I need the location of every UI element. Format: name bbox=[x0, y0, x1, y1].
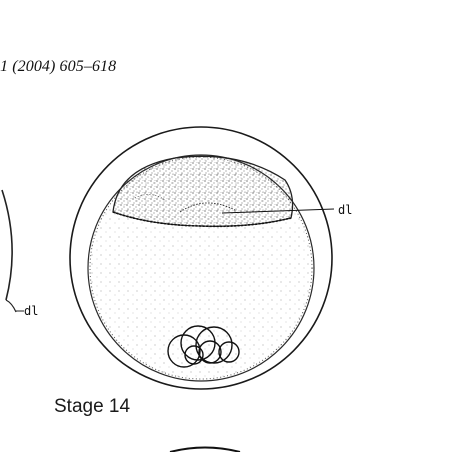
blastoderm-cap bbox=[112, 155, 294, 228]
dl-label-left: dl bbox=[24, 304, 38, 318]
chorion-outline bbox=[69, 126, 333, 390]
dl-pointer-line bbox=[221, 208, 335, 214]
previous-stage-embryo-fragment bbox=[1, 189, 24, 313]
dl-label-right: dl bbox=[338, 203, 352, 217]
journal-citation-header: 1 (2004) 605–618 bbox=[0, 58, 117, 75]
stage-label: Stage 14 bbox=[54, 396, 131, 417]
next-figure-fragment bbox=[169, 446, 241, 452]
oil-droplets bbox=[167, 325, 240, 368]
